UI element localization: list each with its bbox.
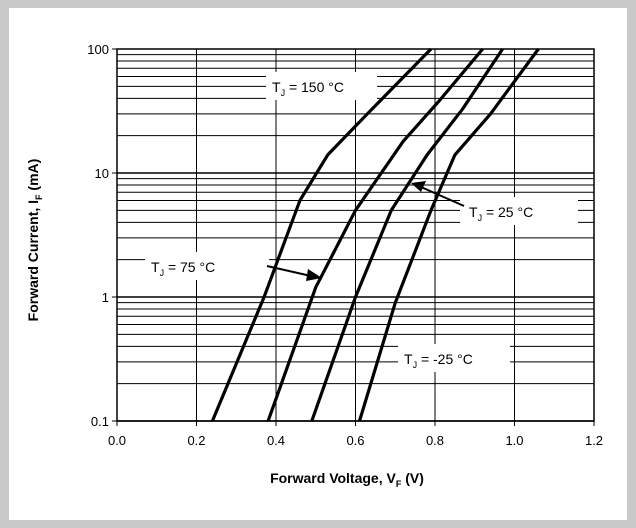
annotation-m25c-label: TJ = -25 °C xyxy=(404,351,473,370)
series-line-2 xyxy=(310,48,504,422)
series-line-1 xyxy=(266,47,484,422)
y-axis-title: Forward Current, IF (mA) xyxy=(25,159,44,322)
annotation-75c-arrowhead xyxy=(306,269,322,281)
x-tick-label: 0.2 xyxy=(187,433,205,448)
annotation-75c-label: TJ = 75 °C xyxy=(151,259,215,278)
annotation-25c-arrowhead xyxy=(411,181,426,192)
forward-voltage-chart: 0.0 0.2 0.4 0.6 0.8 1.0 1.2 0.1 1 10 100 TJ = 150 … xyxy=(25,42,603,489)
chart-ticks: 0.0 0.2 0.4 0.6 0.8 1.0 1.2 0.1 1 10 100 xyxy=(87,42,603,448)
chart-panel: 0.0 0.2 0.4 0.6 0.8 1.0 1.2 0.1 1 10 100 TJ = 150 … xyxy=(9,8,627,520)
annotation-m25c-box xyxy=(398,344,510,372)
x-tick-label: 1.0 xyxy=(505,433,523,448)
annotation-75c-box xyxy=(145,252,269,280)
y-tick-label: 10 xyxy=(95,166,109,181)
annotation-150c-label: TJ = 150 °C xyxy=(272,79,344,98)
annotation-25c-arrow xyxy=(420,186,465,207)
chart-curves xyxy=(210,47,540,422)
series-line-3 xyxy=(357,48,540,422)
y-tick-label: 1 xyxy=(102,290,109,305)
x-tick-label: 0.6 xyxy=(346,433,364,448)
annotation-150c-box xyxy=(266,72,377,100)
chart-grid xyxy=(116,48,595,422)
annotation-25c-box xyxy=(460,197,578,225)
y-tick-label: 0.1 xyxy=(91,414,109,429)
x-tick-label: 0.8 xyxy=(426,433,444,448)
series-line-0 xyxy=(210,47,433,422)
x-tick-label: 0.0 xyxy=(108,433,126,448)
annotation-75c-arrow xyxy=(266,265,312,277)
x-axis-title: Forward Voltage, VF (V) xyxy=(270,470,424,489)
y-tick-label: 100 xyxy=(87,42,109,57)
x-tick-label: 0.4 xyxy=(267,433,285,448)
annotation-25c-label: TJ = 25 °C xyxy=(469,204,533,223)
x-tick-label: 1.2 xyxy=(585,433,603,448)
